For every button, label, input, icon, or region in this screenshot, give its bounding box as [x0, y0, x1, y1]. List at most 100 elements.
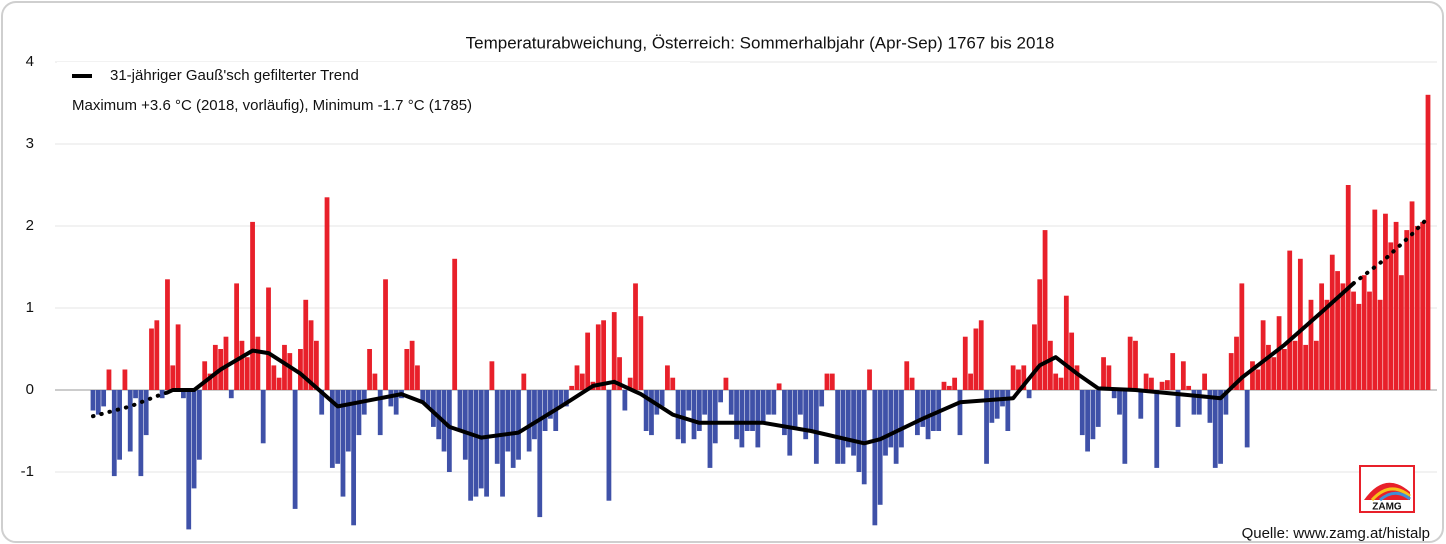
bar [276, 377, 282, 390]
bar [946, 385, 952, 390]
bar [175, 324, 181, 390]
bar [244, 357, 250, 390]
bar [207, 373, 213, 390]
bar [893, 390, 899, 464]
bar [856, 390, 862, 472]
logo-arc [1379, 491, 1411, 502]
bar [1399, 275, 1404, 390]
bar [883, 390, 888, 456]
bar [1393, 221, 1399, 390]
bar [1138, 390, 1144, 419]
bar [1090, 390, 1096, 440]
bar [494, 390, 500, 464]
bar [1409, 201, 1415, 390]
bar [803, 390, 809, 440]
bar [904, 361, 910, 390]
bar [345, 390, 351, 452]
bar [313, 340, 319, 390]
bar [696, 390, 702, 431]
bar [1383, 213, 1388, 390]
bar [239, 340, 245, 390]
bar [1196, 390, 1202, 415]
bar [739, 390, 745, 448]
bar [1005, 390, 1011, 431]
bar [266, 287, 271, 390]
bar [744, 390, 750, 431]
bar [516, 390, 521, 460]
bar [510, 390, 516, 468]
bar [1032, 324, 1037, 390]
bar [548, 390, 553, 419]
bar [867, 369, 872, 390]
bar [1074, 365, 1080, 390]
bar [250, 221, 255, 390]
bar [1239, 283, 1245, 390]
bar [649, 390, 654, 436]
bar [260, 390, 266, 444]
bar [1053, 373, 1059, 390]
y-tick-label: 1 [26, 299, 34, 316]
y-tick-label: 4 [26, 53, 34, 70]
bar [1228, 353, 1234, 390]
bar [181, 390, 186, 399]
bar [1250, 361, 1255, 390]
bar [372, 373, 378, 390]
y-tick-label: 3 [26, 135, 34, 152]
bar [686, 390, 692, 411]
bar [415, 365, 420, 390]
bar [1095, 390, 1101, 427]
bar [989, 390, 995, 423]
bar [1377, 299, 1383, 390]
bar [154, 320, 160, 390]
annotation: Maximum +3.6 °C (2018, vorläufig), Minim… [72, 97, 472, 114]
bar [1079, 390, 1085, 436]
bar [111, 390, 117, 477]
bar [1212, 390, 1218, 468]
bar [1047, 340, 1053, 390]
bar [601, 320, 606, 390]
bar [787, 390, 793, 456]
chart-title: Temperaturabweichung, Österreich: Sommer… [466, 33, 1055, 52]
bar [723, 377, 729, 390]
bar [106, 369, 112, 390]
bar [1303, 344, 1309, 390]
bar [920, 390, 926, 427]
bar [95, 390, 101, 415]
logo: ZAMG [1359, 465, 1415, 513]
bar [1266, 344, 1271, 390]
bar [1191, 390, 1197, 415]
bar [452, 258, 458, 390]
bar [351, 390, 357, 526]
y-tick-label: -1 [21, 463, 34, 480]
bar [537, 390, 543, 518]
bar [446, 390, 452, 472]
bar [1292, 340, 1298, 390]
bar [1016, 369, 1021, 390]
bar [170, 365, 176, 390]
bar [563, 390, 569, 407]
bar [1127, 336, 1133, 390]
bar [808, 390, 814, 431]
bar [1420, 221, 1426, 390]
bar [1260, 320, 1266, 390]
bar [1159, 381, 1165, 390]
bar [574, 365, 580, 390]
bar [1010, 365, 1016, 390]
bar [1063, 295, 1069, 390]
bars [90, 94, 1431, 530]
bar [1282, 349, 1287, 390]
bar [133, 390, 138, 399]
bar [1111, 390, 1117, 399]
bar [1223, 390, 1229, 415]
bar [579, 373, 585, 390]
bar [473, 390, 479, 497]
bar [122, 369, 128, 390]
bar [750, 390, 755, 431]
bar [228, 390, 234, 399]
bar [319, 390, 325, 415]
bar [829, 373, 835, 390]
bar [420, 390, 426, 403]
bar [1085, 390, 1090, 452]
bar [234, 283, 239, 390]
bar [138, 390, 144, 477]
